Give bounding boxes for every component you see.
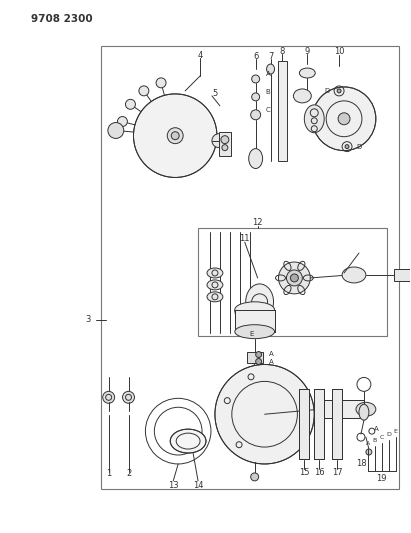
Text: D: D bbox=[325, 88, 330, 94]
Bar bbox=[319, 400, 364, 418]
Bar bbox=[314, 389, 324, 459]
Bar bbox=[247, 352, 263, 364]
Ellipse shape bbox=[267, 64, 275, 74]
Text: 19: 19 bbox=[376, 474, 387, 483]
Ellipse shape bbox=[170, 429, 206, 453]
Text: 15: 15 bbox=[299, 469, 309, 478]
Text: 12: 12 bbox=[252, 218, 263, 227]
Ellipse shape bbox=[359, 404, 369, 420]
Circle shape bbox=[171, 132, 179, 140]
Text: A: A bbox=[374, 426, 378, 432]
Circle shape bbox=[215, 365, 314, 464]
Text: D: D bbox=[356, 143, 362, 150]
Circle shape bbox=[134, 94, 217, 177]
Bar bbox=[332, 389, 342, 459]
Text: 8: 8 bbox=[280, 46, 285, 55]
Circle shape bbox=[122, 391, 134, 403]
Bar bbox=[299, 389, 309, 459]
Circle shape bbox=[222, 144, 228, 151]
Ellipse shape bbox=[246, 284, 274, 320]
Ellipse shape bbox=[342, 267, 366, 283]
Circle shape bbox=[108, 123, 124, 139]
Bar bbox=[314, 389, 324, 459]
Bar bbox=[332, 389, 342, 459]
Circle shape bbox=[251, 473, 259, 481]
Circle shape bbox=[167, 128, 183, 144]
Text: 9708 2300: 9708 2300 bbox=[31, 14, 93, 25]
Bar bbox=[101, 46, 399, 489]
Text: 7: 7 bbox=[268, 52, 273, 61]
Text: A: A bbox=[266, 71, 270, 77]
Circle shape bbox=[221, 136, 229, 144]
Text: 6: 6 bbox=[253, 52, 259, 61]
Ellipse shape bbox=[235, 302, 275, 318]
Text: 17: 17 bbox=[332, 469, 342, 478]
Bar bbox=[198, 228, 387, 336]
Ellipse shape bbox=[356, 402, 376, 416]
Bar bbox=[235, 310, 275, 332]
Ellipse shape bbox=[207, 280, 223, 290]
Bar bbox=[394, 269, 411, 281]
Ellipse shape bbox=[299, 68, 315, 78]
Ellipse shape bbox=[304, 105, 324, 133]
Text: C: C bbox=[380, 434, 384, 440]
Bar bbox=[235, 310, 275, 332]
Circle shape bbox=[256, 359, 262, 365]
Ellipse shape bbox=[207, 292, 223, 302]
Circle shape bbox=[312, 87, 376, 151]
Ellipse shape bbox=[235, 325, 275, 338]
Circle shape bbox=[118, 117, 127, 126]
Ellipse shape bbox=[293, 89, 311, 103]
Circle shape bbox=[139, 86, 149, 96]
Text: C: C bbox=[266, 107, 270, 113]
Text: 9: 9 bbox=[305, 46, 310, 55]
Ellipse shape bbox=[207, 268, 223, 278]
Text: 10: 10 bbox=[334, 46, 344, 55]
Circle shape bbox=[338, 113, 350, 125]
Circle shape bbox=[251, 110, 261, 120]
Text: 3: 3 bbox=[85, 315, 90, 324]
Text: E: E bbox=[249, 330, 254, 337]
Text: 13: 13 bbox=[168, 481, 178, 490]
Text: 14: 14 bbox=[193, 481, 203, 490]
Circle shape bbox=[252, 93, 260, 101]
Text: B: B bbox=[266, 89, 270, 95]
Circle shape bbox=[252, 75, 260, 83]
Text: E: E bbox=[394, 429, 398, 434]
Circle shape bbox=[125, 99, 135, 109]
Text: A: A bbox=[268, 351, 273, 357]
Text: 4: 4 bbox=[197, 51, 203, 60]
Ellipse shape bbox=[249, 149, 263, 168]
Circle shape bbox=[366, 449, 372, 455]
Circle shape bbox=[279, 262, 310, 294]
Circle shape bbox=[291, 274, 298, 282]
Circle shape bbox=[256, 352, 262, 358]
Text: D: D bbox=[386, 432, 391, 437]
Bar bbox=[219, 132, 231, 156]
Bar bbox=[277, 61, 287, 160]
Circle shape bbox=[345, 144, 349, 149]
Text: B: B bbox=[373, 438, 377, 442]
Circle shape bbox=[286, 270, 302, 286]
Bar bbox=[319, 400, 364, 418]
Text: 18: 18 bbox=[356, 459, 366, 469]
Text: 5: 5 bbox=[212, 90, 217, 99]
Text: A: A bbox=[366, 441, 370, 446]
Text: 2: 2 bbox=[126, 470, 131, 479]
Text: 11: 11 bbox=[240, 233, 250, 243]
Text: 16: 16 bbox=[314, 469, 325, 478]
Text: A: A bbox=[268, 359, 273, 365]
Circle shape bbox=[103, 391, 115, 403]
Circle shape bbox=[212, 134, 226, 148]
Bar bbox=[299, 389, 309, 459]
Circle shape bbox=[156, 78, 166, 88]
Circle shape bbox=[337, 89, 341, 93]
Text: 1: 1 bbox=[106, 470, 111, 479]
